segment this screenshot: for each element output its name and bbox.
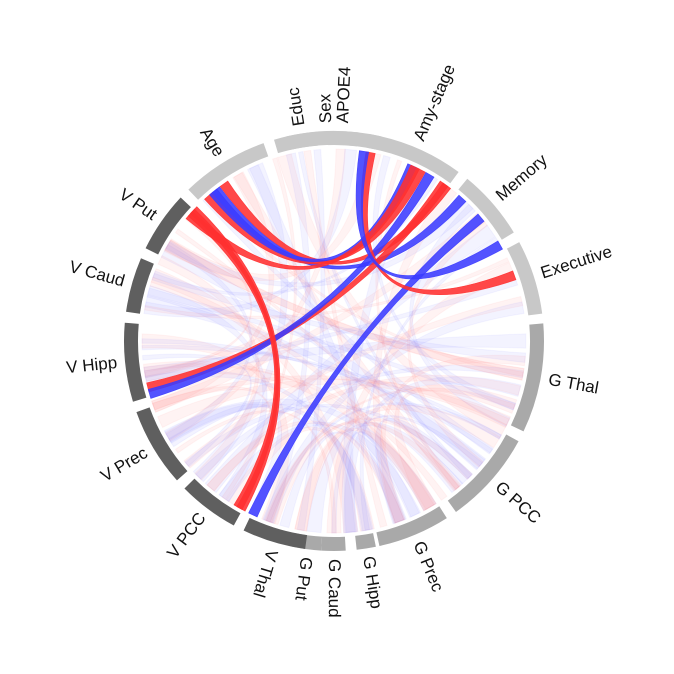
faint-link xyxy=(296,148,326,532)
segment-label-v-pcc: V PCC xyxy=(163,509,209,562)
segment-g-caud xyxy=(321,536,346,551)
faint-link xyxy=(374,417,474,525)
faint-link xyxy=(359,236,499,532)
faint-link xyxy=(163,398,437,512)
segment-label-memory: Memory xyxy=(492,150,551,205)
segment-g-pcc xyxy=(447,434,519,512)
segment-label-g-put: G Put xyxy=(291,556,316,602)
faint-link xyxy=(157,254,260,481)
segment-v-hipp xyxy=(123,322,147,402)
faint-link xyxy=(141,333,290,525)
segment-label-g-prec: G Prec xyxy=(410,538,448,595)
segments-layer xyxy=(123,131,544,551)
segment-label-educ: Educ xyxy=(284,86,309,128)
strong-links-layer xyxy=(146,150,517,518)
faint-link xyxy=(143,363,437,512)
faint-link xyxy=(174,228,460,491)
faint-link xyxy=(150,212,486,413)
faint-link xyxy=(150,268,359,534)
segment-memory xyxy=(458,178,514,240)
faint-link xyxy=(174,409,337,534)
strong-link xyxy=(147,172,435,399)
segment-v-thal xyxy=(243,517,308,550)
faint-link xyxy=(276,153,508,439)
segment-label-g-hipp: G Hipp xyxy=(359,555,386,610)
faint-link xyxy=(141,338,494,454)
faint-link xyxy=(279,431,405,529)
segment-age xyxy=(188,143,269,200)
faint-link xyxy=(265,387,516,523)
faint-link xyxy=(262,301,525,525)
strong-link xyxy=(187,208,279,510)
segment-label-v-caud: V Caud xyxy=(67,257,127,291)
faint-link xyxy=(195,364,525,480)
segment-label-v-hipp: V Hipp xyxy=(65,353,118,377)
faint-link xyxy=(146,284,268,503)
faint-link xyxy=(372,185,458,525)
faint-link xyxy=(143,257,510,320)
faint-link xyxy=(164,239,525,381)
segment-label-age: Age xyxy=(196,124,228,160)
segment-v-caud xyxy=(126,258,154,314)
segment-label-executive: Executive xyxy=(538,242,614,283)
faint-link xyxy=(151,375,511,426)
faint-link xyxy=(246,163,406,525)
faint-link xyxy=(151,270,527,363)
faint-link xyxy=(164,239,525,381)
segment-label-v-put: V Put xyxy=(116,185,161,224)
segment-g-thal xyxy=(510,323,544,432)
faint-link xyxy=(143,148,358,318)
segment-label-g-thal: G Thal xyxy=(547,370,600,398)
segment-label-g-pcc: G PCC xyxy=(492,478,545,528)
segment-executive xyxy=(506,242,543,316)
faint-link xyxy=(294,428,436,532)
faint-link xyxy=(144,370,373,532)
segment-g-prec xyxy=(376,506,447,547)
faint-link xyxy=(206,420,405,524)
faint-link xyxy=(149,276,435,511)
segment-v-pcc xyxy=(184,478,241,526)
segment-label-amy-stage: Amy-stage xyxy=(410,62,459,144)
segment-label-sex: Sex xyxy=(315,93,335,123)
segment-sex xyxy=(274,131,381,154)
segment-label-v-thal: V Thal xyxy=(249,547,281,599)
strong-link xyxy=(355,150,503,280)
segment-v-prec xyxy=(136,407,188,481)
segment-amy-stage xyxy=(367,134,459,184)
faint-link xyxy=(143,333,527,382)
faint-link xyxy=(143,277,519,379)
faint-link xyxy=(306,421,464,534)
faint-link xyxy=(184,403,473,480)
segment-label-g-caud: G Caud xyxy=(325,559,344,618)
strong-link xyxy=(248,213,485,518)
faint-link xyxy=(165,241,253,441)
faint-link xyxy=(294,404,501,532)
faint-link xyxy=(380,354,526,524)
faint-link xyxy=(142,360,448,501)
faint-link xyxy=(183,295,524,469)
faint-link xyxy=(343,376,522,534)
faint-link xyxy=(265,402,503,523)
faint-link xyxy=(393,384,518,512)
faint-link xyxy=(297,150,473,480)
faint-link xyxy=(326,261,516,534)
faint-link xyxy=(331,414,484,534)
faint-links-layer xyxy=(141,148,527,534)
faint-link xyxy=(164,401,374,532)
faint-link xyxy=(143,215,253,378)
segment-label-apoe4: APOE4 xyxy=(333,66,354,123)
segment-g-hipp xyxy=(355,533,376,550)
faint-link xyxy=(163,151,382,281)
strong-link xyxy=(185,164,420,270)
faint-link xyxy=(264,420,461,524)
faint-link xyxy=(202,195,494,455)
faint-link xyxy=(344,431,421,534)
faint-link xyxy=(270,417,473,526)
segment-label-v-prec: V Prec xyxy=(97,443,151,486)
segment-v-put xyxy=(145,197,191,255)
faint-link xyxy=(233,171,462,492)
